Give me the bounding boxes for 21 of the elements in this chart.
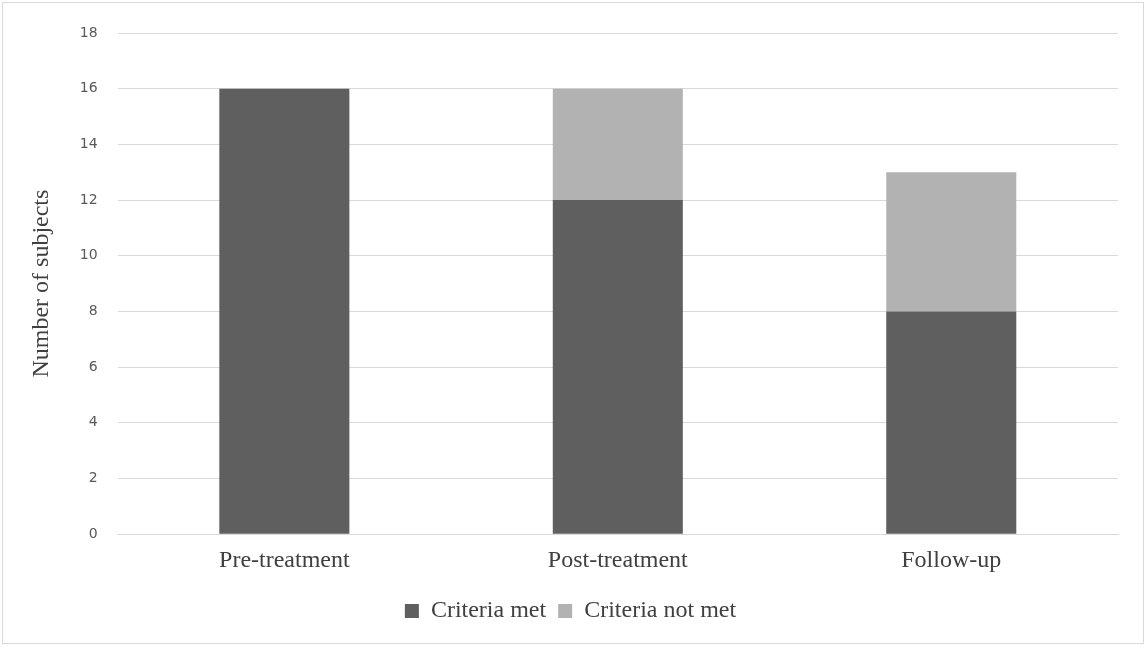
x-tick-label: Post-treatment	[547, 545, 689, 572]
bar	[552, 88, 683, 201]
legend-label: Criteria met	[430, 596, 547, 623]
bar	[219, 88, 350, 534]
bar	[886, 172, 1017, 312]
y-tick-label: 8	[88, 302, 98, 319]
x-tick-label: Follow-up	[901, 545, 1002, 572]
legend-label: Criteria not met	[584, 596, 737, 623]
bar	[552, 200, 683, 534]
y-tick-label: 10	[79, 246, 98, 263]
y-tick-label: 2	[88, 469, 98, 486]
bar	[886, 311, 1017, 534]
y-tick-label: 4	[88, 413, 98, 430]
y-tick-label: 12	[79, 190, 98, 207]
y-axis-title: Number of subjects	[26, 189, 53, 378]
y-tick-label: 6	[88, 357, 98, 374]
y-tick-label: 18	[79, 23, 98, 40]
y-tick-label: 14	[79, 135, 98, 152]
y-tick-label: 0	[88, 524, 98, 541]
x-tick-label: Pre-treatment	[219, 545, 350, 572]
y-tick-label: 16	[79, 79, 98, 96]
